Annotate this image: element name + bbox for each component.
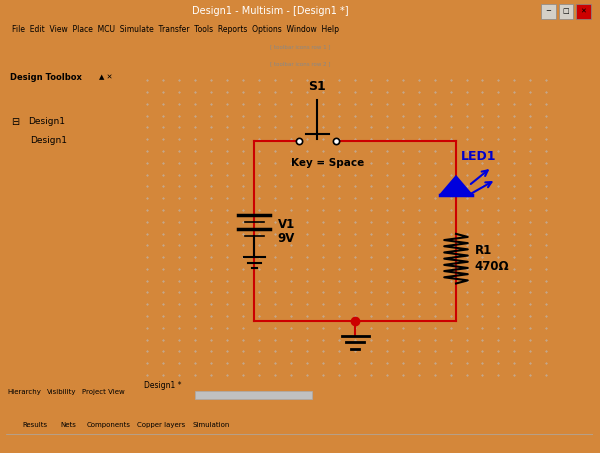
Text: Visibility: Visibility	[47, 389, 77, 395]
Text: Hierarchy: Hierarchy	[8, 389, 41, 395]
Text: [ toolbar icons row 1 ]: [ toolbar icons row 1 ]	[270, 44, 330, 49]
Text: □: □	[562, 8, 569, 14]
Text: Design1 *: Design1 *	[143, 381, 181, 390]
Text: ✕: ✕	[580, 8, 586, 14]
Text: V1: V1	[277, 218, 295, 231]
Text: Nets: Nets	[61, 422, 76, 428]
Text: Copper layers: Copper layers	[137, 422, 185, 428]
Bar	[196, 391, 312, 399]
Text: Design1 - Multisim - [Design1 *]: Design1 - Multisim - [Design1 *]	[192, 6, 349, 16]
Text: Results: Results	[22, 422, 47, 428]
Text: 470Ω: 470Ω	[475, 260, 509, 273]
Text: LED1: LED1	[461, 150, 497, 163]
Bar	[559, 4, 574, 19]
Text: [ toolbar icons row 2 ]: [ toolbar icons row 2 ]	[270, 62, 330, 67]
Text: 9V: 9V	[277, 232, 295, 245]
Bar	[577, 4, 591, 19]
Text: Key = Space: Key = Space	[291, 158, 365, 168]
Text: −: −	[545, 8, 551, 14]
Text: Design1: Design1	[30, 136, 67, 145]
Text: Project View: Project View	[82, 389, 124, 395]
Text: S1: S1	[308, 80, 326, 93]
Bar	[541, 4, 556, 19]
Text: File  Edit  View  Place  MCU  Simulate  Transfer  Tools  Reports  Options  Windo: File Edit View Place MCU Simulate Transf…	[12, 25, 339, 34]
Text: R1: R1	[475, 245, 492, 257]
Text: Design Toolbox: Design Toolbox	[10, 73, 82, 82]
Text: ⊟: ⊟	[11, 117, 20, 127]
Polygon shape	[440, 176, 472, 195]
Text: Components: Components	[86, 422, 130, 428]
Text: ▲ ✕: ▲ ✕	[100, 74, 113, 81]
Text: Design1: Design1	[28, 117, 65, 126]
Text: Simulation: Simulation	[192, 422, 230, 428]
